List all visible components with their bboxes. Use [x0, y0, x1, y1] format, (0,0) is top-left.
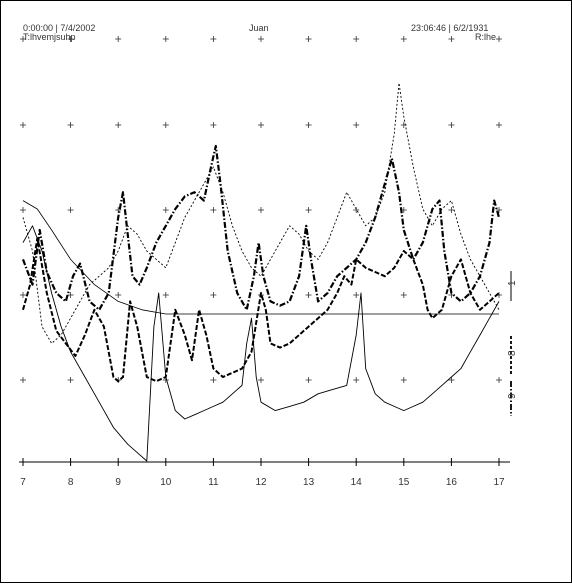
- header-left-line2: T:lhvemjsuhp: [23, 32, 76, 42]
- x-tick-label: 17: [493, 477, 505, 488]
- x-tick-label: 12: [255, 477, 267, 488]
- legend-label-8: 8: [507, 350, 518, 356]
- series-line-3: [22, 82, 500, 344]
- x-tick-label: 14: [351, 477, 363, 488]
- series-lines: [21, 82, 501, 462]
- header-right-line2: R:lhe: [475, 32, 496, 42]
- x-tick-labels: 7 8 9 10 11 12 13 14 15 16 17: [20, 477, 505, 488]
- right-legend: 1 8 9: [507, 271, 518, 416]
- series-line-5: [22, 200, 499, 315]
- series-line-1: [21, 144, 501, 311]
- legend-label-1: 1: [507, 280, 518, 286]
- header-left-line1: 0:00:00 | 7/4/2002: [23, 23, 95, 33]
- series-line-4: [22, 225, 500, 462]
- x-tick-label: 11: [208, 477, 219, 488]
- header-right-line1: 23:06:46 | 6/2/1931: [411, 23, 488, 33]
- x-tick-label: 9: [115, 477, 121, 488]
- series-line-2: [22, 237, 500, 383]
- x-tick-label: 10: [160, 477, 172, 488]
- x-tick-label: 15: [398, 477, 410, 488]
- header-center: Juan: [249, 23, 269, 33]
- x-tick-label: 13: [303, 477, 315, 488]
- legend-label-9: 9: [507, 393, 518, 399]
- x-tick-label: 7: [20, 477, 26, 488]
- grid-markers: [20, 36, 502, 383]
- x-tick-label: 16: [446, 477, 458, 488]
- x-axis: [19, 458, 510, 466]
- x-tick-label: 8: [68, 477, 74, 488]
